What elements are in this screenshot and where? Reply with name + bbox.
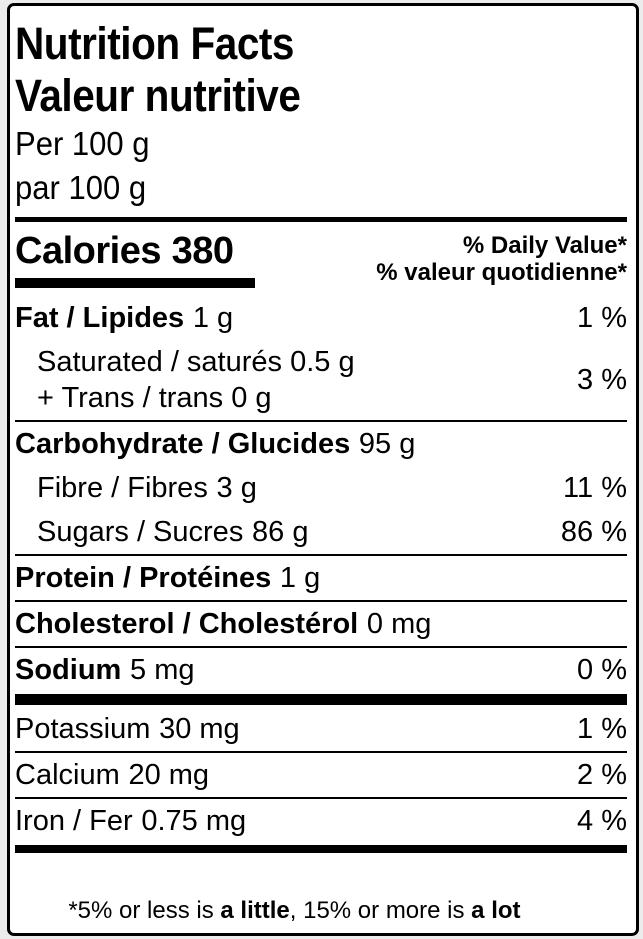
nutrient-name: Potassium [15, 713, 151, 745]
nutrient-dv: 1 % [577, 713, 627, 745]
footnote-en-text-2: , 15% or more is [289, 897, 472, 924]
nutrient-row-iron: Iron / Fer 0.75 mg 4 % [15, 799, 627, 843]
nutrition-facts-label: Nutrition Facts Valeur nutritive Per 100… [7, 3, 639, 936]
calories-text: Calories 380 [15, 231, 255, 271]
nutrient-name: Sodium [15, 654, 122, 686]
nutrient-name: Cholesterol / Cholestérol [15, 608, 359, 640]
nutrient-amount: 20 mg [128, 759, 210, 791]
nutrient-name-amount: Calcium 20 mg [15, 757, 209, 793]
daily-value-header-french: % valeur quotidienne* [376, 259, 627, 286]
daily-value-header-english: % Daily Value* [462, 232, 627, 259]
nutrient-name-amount: Carbohydrate / Glucides 95 g [15, 426, 415, 462]
calories-underline-bar [15, 278, 255, 288]
calories-section: Calories 380 % Daily Value* % valeur quot… [15, 231, 627, 288]
nutrient-dv: 1 % [577, 302, 627, 334]
divider-thick-footer [15, 845, 627, 853]
nutrient-name-amount: Iron / Fer 0.75 mg [15, 803, 246, 839]
footnotes: *5% or less is a little, 15% or more is … [15, 860, 627, 933]
nutrient-name-amount: Protein / Protéines 1 g [15, 560, 320, 596]
nutrient-name-amount: Cholesterol / Cholestérol 0 mg [15, 606, 431, 642]
title-english: Nutrition Facts [15, 18, 295, 69]
nutrient-row-sugars: Sugars / Sucres 86 g 86 % [15, 510, 627, 556]
nutrient-row-sodium: Sodium 5 mg 0 % [15, 648, 627, 692]
footnote-en-text-1: *5% or less is [68, 897, 221, 924]
nutrient-dv: 0 % [577, 654, 627, 686]
nutrient-row-fat: Fat / Lipides 1 g 1 % [15, 296, 627, 340]
calories-block: Calories 380 [15, 231, 255, 288]
nutrient-name-amount: Sugars / Sucres 86 g [15, 514, 308, 550]
nutrient-name-amount: Sodium 5 mg [15, 652, 195, 688]
nutrient-amount: 1 g [279, 562, 321, 594]
nutrient-row-cholesterol: Cholesterol / Cholestérol 0 mg [15, 602, 627, 648]
nutrient-name: Sugars / Sucres [37, 516, 244, 548]
nutrient-dv: 11 % [563, 472, 627, 504]
footnote-en-bold-1: a little [220, 897, 290, 924]
nutrient-name: Calcium [15, 759, 120, 791]
nutrient-amount: 30 mg [159, 713, 240, 745]
nutrient-amount: 86 g [252, 516, 309, 548]
nutrient-dv: 3 % [577, 364, 627, 396]
divider-thick-sodium [15, 694, 627, 705]
saturated-line: Saturated / saturés 0.5 g [37, 346, 355, 378]
nutrient-name-amount: Potassium 30 mg [15, 711, 240, 747]
nutrient-row-fibre: Fibre / Fibres 3 g 11 % [15, 466, 627, 510]
footnote-en-bold-2: a lot [471, 897, 521, 924]
serving-size-english: Per 100 g [15, 125, 150, 162]
daily-value-header: % Daily Value* % valeur quotidienne* [376, 232, 627, 286]
nutrient-row-potassium: Potassium 30 mg 1 % [15, 707, 627, 753]
nutrient-amount: 95 g [358, 428, 416, 460]
nutrient-row-saturated-trans: Saturated / saturés 0.5 g + Trans / tran… [15, 340, 627, 422]
serving-size-french: par 100 g [15, 169, 147, 206]
calories-value: 380 [171, 230, 234, 272]
calories-label: Calories [15, 230, 161, 272]
title-french: Valeur nutritive [15, 70, 301, 121]
nutrient-amount: 5 mg [130, 654, 195, 686]
nutrient-amount: 3 g [216, 472, 257, 504]
nutrient-dv: 86 % [560, 516, 627, 548]
trans-line: + Trans / trans 0 g [37, 382, 272, 414]
nutrient-amount: 0 mg [366, 608, 432, 640]
nutrient-name: Carbohydrate / Glucides [15, 428, 351, 460]
footnote-english: *5% or less is a little, 15% or more is … [15, 860, 627, 933]
nutrient-name: Iron / Fer [15, 805, 133, 837]
divider-thick-header [15, 217, 627, 222]
nutrient-name-amount: Saturated / saturés 0.5 g + Trans / tran… [15, 344, 355, 416]
nutrient-amount: 0.75 mg [141, 805, 247, 837]
nutrient-name: Fat / Lipides [15, 302, 185, 334]
nutrient-name: Fibre / Fibres [37, 472, 208, 504]
nutrient-name-amount: Fibre / Fibres 3 g [15, 470, 257, 506]
nutrient-name-amount: Fat / Lipides 1 g [15, 300, 233, 336]
nutrient-row-carbohydrate: Carbohydrate / Glucides 95 g [15, 422, 627, 466]
nutrient-amount: 1 g [192, 302, 234, 334]
nutrient-row-calcium: Calcium 20 mg 2 % [15, 753, 627, 799]
nutrient-name: Protein / Protéines [15, 562, 272, 594]
nutrient-rows: Fat / Lipides 1 g 1 % Saturated / saturés… [15, 296, 627, 853]
nutrient-dv: 4 % [577, 805, 627, 837]
nutrient-dv: 2 % [577, 759, 627, 791]
nutrient-row-protein: Protein / Protéines 1 g [15, 556, 627, 602]
